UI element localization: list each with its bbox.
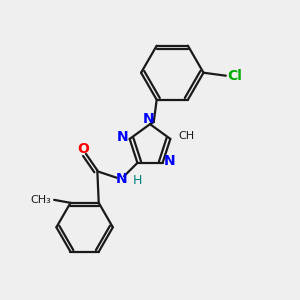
Text: N: N [143,112,154,126]
Text: N: N [164,154,176,168]
Text: Cl: Cl [227,69,242,83]
Text: O: O [78,142,90,156]
Text: N: N [116,130,128,144]
Text: CH: CH [179,131,195,141]
Text: H: H [133,174,142,187]
Text: N: N [115,172,127,186]
Text: CH₃: CH₃ [30,195,51,205]
